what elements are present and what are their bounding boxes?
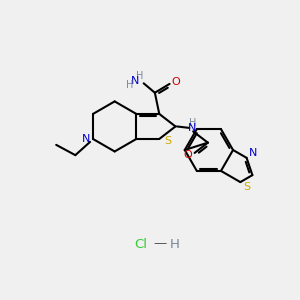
Text: N: N <box>82 134 91 144</box>
Text: Cl: Cl <box>135 238 148 251</box>
Text: H: H <box>126 80 133 90</box>
Text: H: H <box>189 118 196 128</box>
Text: N: N <box>188 123 197 133</box>
Text: O: O <box>171 77 180 87</box>
Text: —: — <box>154 237 167 250</box>
Text: N: N <box>249 148 257 158</box>
Text: O: O <box>184 150 193 160</box>
Text: S: S <box>243 182 250 192</box>
Text: H: H <box>136 71 144 81</box>
Text: S: S <box>164 136 171 146</box>
Text: N: N <box>131 76 139 86</box>
Text: H: H <box>170 238 180 251</box>
